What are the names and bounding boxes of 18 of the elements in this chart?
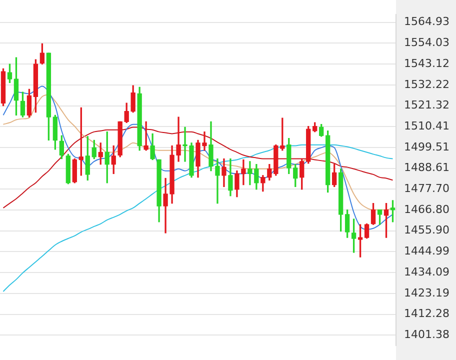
line-series: [2, 126, 394, 208]
y-tick-label: 1434.09: [404, 265, 450, 278]
y-tick-label: 1477.70: [404, 182, 450, 196]
y-tick-label: 1532.22: [404, 78, 450, 91]
y-tick-label: 1488.61: [404, 161, 450, 174]
y-tick-label: 1455.90: [404, 224, 450, 237]
y-tick-label: 1543.12: [404, 56, 450, 70]
y-tick-label: 1466.80: [404, 202, 450, 216]
y-tick-label: 1521.32: [404, 98, 450, 112]
y-tick-label: 1564.93: [404, 15, 450, 28]
y-tick-label: 1444.99: [404, 244, 450, 258]
y-tick-label: 1401.38: [404, 328, 450, 341]
y-tick-label: 1423.19: [404, 286, 450, 300]
y-tick-label: 1554.03: [404, 36, 450, 50]
y-tick-label: 1499.51: [404, 140, 450, 154]
line-series: [2, 144, 394, 292]
y-tick-label: 1510.41: [404, 119, 450, 132]
y-tick-label: 1412.28: [404, 307, 450, 320]
